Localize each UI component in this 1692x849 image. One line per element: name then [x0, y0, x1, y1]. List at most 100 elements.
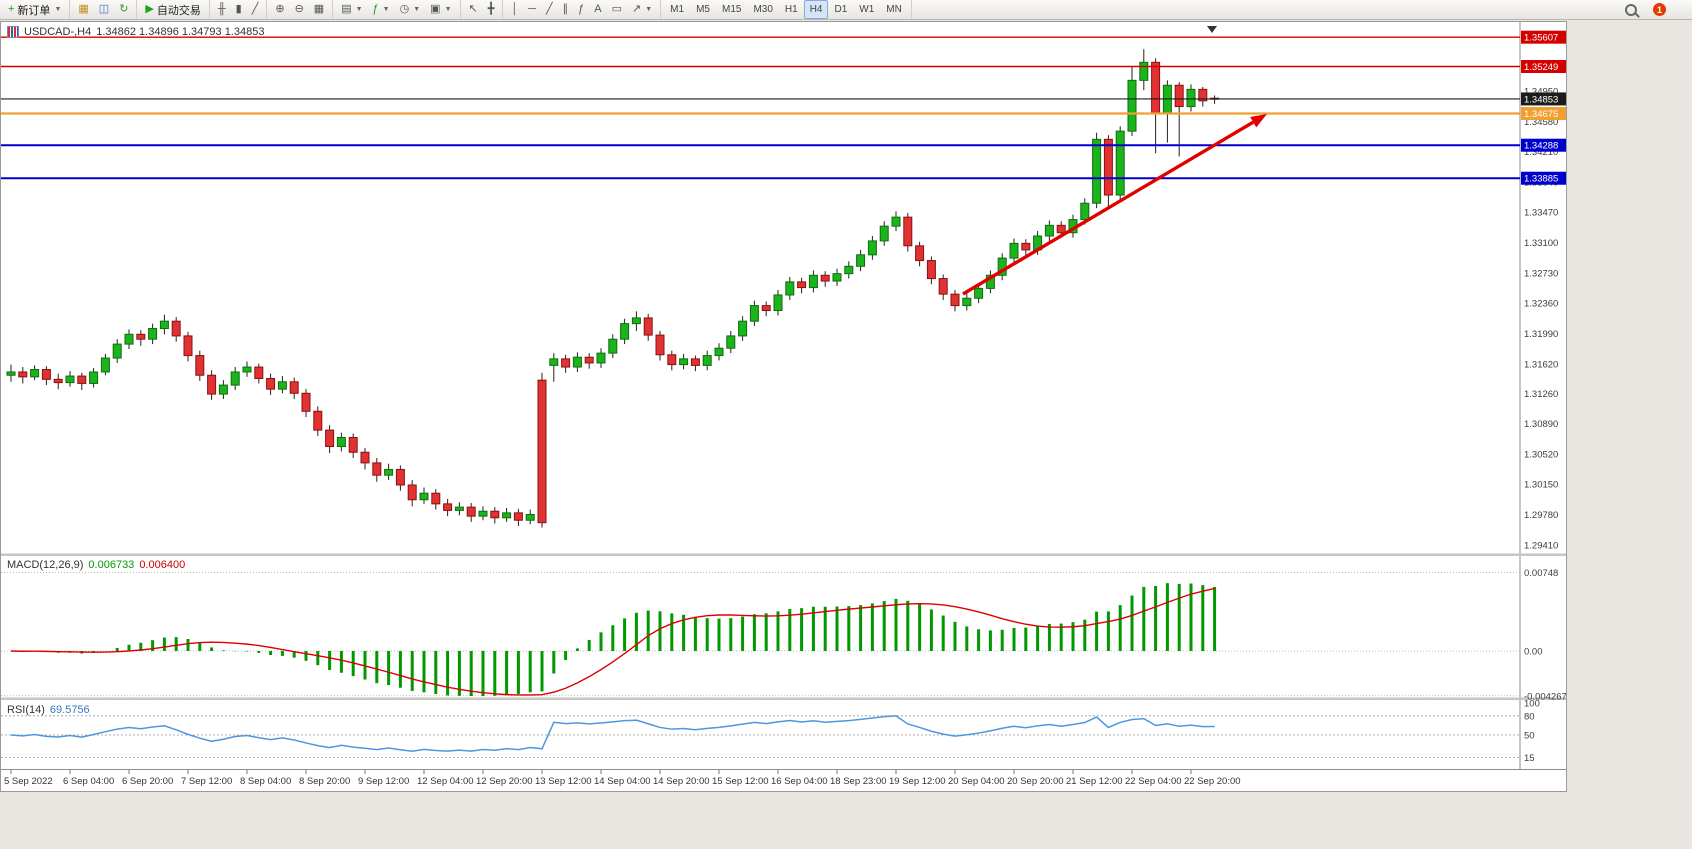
timeframe-m15[interactable]: M15: [721, 4, 742, 15]
arrows-dropdown-icon[interactable]: ▼: [645, 6, 653, 13]
text-label-button[interactable]: ▭: [607, 0, 627, 19]
tile-windows-button[interactable]: ▦: [309, 0, 329, 19]
candle-body: [148, 328, 158, 340]
candle-body: [124, 333, 134, 345]
axis-text: 1.32730: [1524, 268, 1558, 279]
candle-body: [1103, 138, 1113, 196]
time-axis-labels: 5 Sep 2022 6 Sep 04:00 6 Sep 20:00 7 Sep 12…: [4, 770, 1241, 787]
axis-text: 8 Sep 20:00: [299, 776, 350, 787]
axis-text: 9 Sep 12:00: [358, 776, 409, 787]
refresh-button[interactable]: ↻: [114, 0, 133, 19]
indicators-dropdown-icon[interactable]: ▼: [382, 6, 390, 13]
candle-body: [1044, 224, 1054, 237]
axis-text: 1.33100: [1524, 238, 1558, 249]
notification-badge[interactable]: 1: [1653, 3, 1666, 16]
bar-chart-button[interactable]: ╫: [213, 0, 231, 19]
vertical-line-icon: │: [511, 3, 519, 15]
indicators-icon: ƒ: [372, 3, 379, 15]
axis-text: 1.31620: [1524, 359, 1558, 370]
profiles-button[interactable]: ◫: [94, 0, 114, 19]
new-order-dropdown-icon[interactable]: ▼: [54, 6, 62, 13]
chart-svg[interactable]: 1.349501.345801.342101.338401.334701.331…: [1, 22, 1567, 791]
trendline-button[interactable]: ╱: [541, 0, 558, 19]
toolbar-group: │ ─ ╱ ∥ ƒ A ▭ ↗ ▼: [503, 0, 662, 19]
crosshair-icon: ╋: [487, 3, 495, 15]
new-order-button[interactable]: + 新订单 ▼: [3, 0, 66, 19]
candle-body: [195, 355, 205, 376]
cursor-button[interactable]: ↖: [464, 0, 483, 19]
fibonacci-button[interactable]: ƒ: [573, 0, 589, 19]
candle-body: [596, 352, 606, 364]
periods-dropdown-icon[interactable]: ▼: [413, 6, 421, 13]
candle-body: [962, 297, 972, 307]
axis-text: 6 Sep 20:00: [122, 776, 173, 787]
timeframe-d1[interactable]: D1: [834, 4, 848, 15]
arrows-button[interactable]: ↗ ▼: [627, 0, 657, 19]
axis-text: 15 Sep 12:00: [712, 776, 769, 787]
axis-text: 22 Sep 20:00: [1184, 776, 1241, 787]
auto-trading-button[interactable]: ▶ 自动交易: [140, 0, 205, 19]
candle-body: [631, 317, 641, 325]
chart-canvas[interactable]: 1.349501.345801.342101.338401.334701.331…: [1, 22, 1567, 791]
candle-body: [879, 225, 889, 242]
timeframe-m1[interactable]: M1: [670, 4, 685, 15]
axis-text: 6 Sep 04:00: [63, 776, 114, 787]
candlestick-chart-button[interactable]: ▮: [231, 0, 247, 19]
candle-body: [856, 254, 866, 267]
candle-body: [431, 492, 441, 505]
toolbar-buttons: + 新订单 ▼ ▦ ◫ ↻ ▶ 自动交易 ╫ ▮ ╱ ⊕ ⊖ ▦ ▤ ▼ ƒ ▼ ◷ ▼ ▣ ▼ ↖ ╋ │ ─ ╱ ∥ ƒ A ▭ ↗ ▼ M1…: [0, 0, 912, 20]
periods-icon: ◷: [399, 3, 410, 15]
templates-dropdown-icon[interactable]: ▼: [444, 6, 452, 13]
toolbar-group: + 新订单 ▼: [0, 0, 71, 19]
axis-text: 12 Sep 04:00: [417, 776, 474, 787]
candle-body: [6, 371, 16, 376]
candle-body: [159, 320, 169, 330]
line-chart-button[interactable]: ╱: [247, 0, 264, 19]
macd-levels: 0.00748 0.00 -0.004267: [1, 568, 1567, 702]
candle-body: [974, 287, 984, 299]
new-chart-dropdown-icon[interactable]: ▼: [355, 6, 363, 13]
candle-body: [77, 375, 87, 384]
zoom-out-button[interactable]: ⊖: [290, 0, 309, 19]
toolbar-group: ╫ ▮ ╱: [210, 0, 268, 19]
axis-text: 7 Sep 12:00: [181, 776, 232, 787]
axis-text: 1.34950: [1524, 86, 1558, 97]
periods-button[interactable]: ◷ ▼: [395, 0, 426, 19]
candle-body: [1186, 88, 1196, 108]
candle-body: [360, 451, 370, 464]
timeframe-m5[interactable]: M5: [696, 4, 710, 15]
toolbar: + 新订单 ▼ ▦ ◫ ↻ ▶ 自动交易 ╫ ▮ ╱ ⊕ ⊖ ▦ ▤ ▼ ƒ ▼ ◷ ▼ ▣ ▼ ↖ ╋ │ ─ ╱ ∥ ƒ A ▭ ↗ ▼ M1…: [0, 0, 1692, 20]
candle-body: [1080, 202, 1090, 221]
text-button[interactable]: A: [589, 0, 606, 19]
timeframe-w1[interactable]: W1: [859, 4, 875, 15]
candle-body: [289, 381, 299, 394]
candle-body: [112, 343, 122, 359]
candle-body: [65, 375, 75, 384]
horizontal-line-button[interactable]: ─: [523, 0, 541, 19]
candle-body: [254, 366, 264, 380]
search-icon[interactable]: [1625, 3, 1637, 16]
timeframe-mn[interactable]: MN: [886, 4, 902, 15]
panel-splitter: [1, 553, 1566, 556]
candlestick-chart-icon: ▮: [235, 3, 242, 15]
candle-body: [266, 378, 276, 390]
charts-button[interactable]: ▦: [73, 0, 93, 19]
timeframe-group: M1 M5 M15 M30 H1 H4 D1 W1 MN: [661, 0, 912, 19]
new-chart-button[interactable]: ▤ ▼: [336, 0, 367, 19]
vertical-line-button[interactable]: │: [506, 0, 523, 19]
zoom-in-button[interactable]: ⊕: [270, 0, 289, 19]
equidistant-channel-button[interactable]: ∥: [558, 0, 574, 19]
templates-button[interactable]: ▣ ▼: [425, 0, 456, 19]
candle-body: [655, 334, 665, 356]
crosshair-button[interactable]: ╋: [483, 0, 500, 19]
candle-body: [620, 323, 630, 340]
chart-window[interactable]: 1.349501.345801.342101.338401.334701.331…: [0, 21, 1567, 792]
indicators-button[interactable]: ƒ ▼: [368, 0, 395, 19]
timeframe-h1[interactable]: H1: [784, 4, 798, 15]
timeframe-m30[interactable]: M30: [753, 4, 773, 15]
candle-body: [53, 378, 63, 384]
arrows-icon: ↗: [632, 3, 642, 15]
timeframe-h4[interactable]: H4: [803, 0, 829, 19]
candle-body: [1198, 88, 1208, 102]
axis-text: 13 Sep 12:00: [535, 776, 592, 787]
